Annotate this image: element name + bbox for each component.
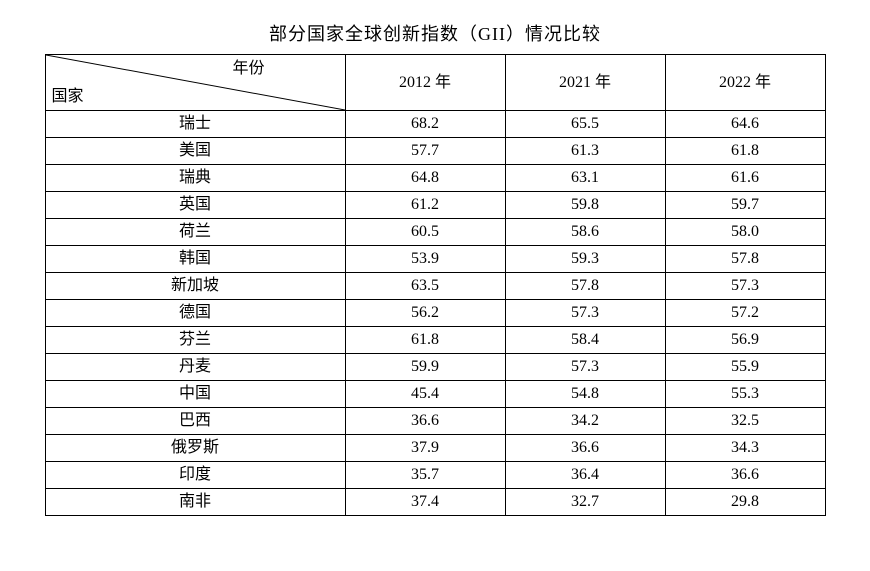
- table-row: 瑞士68.265.564.6: [45, 111, 825, 138]
- value-cell: 59.7: [665, 192, 825, 219]
- value-cell: 59.3: [505, 246, 665, 273]
- value-cell: 37.9: [345, 435, 505, 462]
- value-cell: 55.9: [665, 354, 825, 381]
- value-cell: 55.3: [665, 381, 825, 408]
- value-cell: 59.9: [345, 354, 505, 381]
- value-cell: 36.6: [345, 408, 505, 435]
- value-cell: 56.9: [665, 327, 825, 354]
- year-column-header: 2022 年: [665, 55, 825, 111]
- table-title: 部分国家全球创新指数（GII）情况比较: [40, 20, 830, 46]
- value-cell: 53.9: [345, 246, 505, 273]
- country-cell: 韩国: [45, 246, 345, 273]
- value-cell: 63.5: [345, 273, 505, 300]
- country-cell: 新加坡: [45, 273, 345, 300]
- country-cell: 英国: [45, 192, 345, 219]
- table-row: 俄罗斯37.936.634.3: [45, 435, 825, 462]
- country-cell: 印度: [45, 462, 345, 489]
- table-row: 中国45.454.855.3: [45, 381, 825, 408]
- value-cell: 64.8: [345, 165, 505, 192]
- value-cell: 57.7: [345, 138, 505, 165]
- header-row: 年份 国家 2012 年 2021 年 2022 年: [45, 55, 825, 111]
- value-cell: 29.8: [665, 489, 825, 516]
- country-cell: 丹麦: [45, 354, 345, 381]
- country-cell: 德国: [45, 300, 345, 327]
- table-row: 印度35.736.436.6: [45, 462, 825, 489]
- country-cell: 瑞典: [45, 165, 345, 192]
- table-header: 年份 国家 2012 年 2021 年 2022 年: [45, 55, 825, 111]
- value-cell: 32.7: [505, 489, 665, 516]
- country-cell: 瑞士: [45, 111, 345, 138]
- table-row: 德国56.257.357.2: [45, 300, 825, 327]
- value-cell: 32.5: [665, 408, 825, 435]
- value-cell: 57.2: [665, 300, 825, 327]
- table-row: 芬兰61.858.456.9: [45, 327, 825, 354]
- value-cell: 68.2: [345, 111, 505, 138]
- value-cell: 56.2: [345, 300, 505, 327]
- year-column-header: 2021 年: [505, 55, 665, 111]
- value-cell: 34.2: [505, 408, 665, 435]
- value-cell: 64.6: [665, 111, 825, 138]
- value-cell: 60.5: [345, 219, 505, 246]
- country-cell: 中国: [45, 381, 345, 408]
- value-cell: 58.4: [505, 327, 665, 354]
- value-cell: 57.3: [665, 273, 825, 300]
- value-cell: 61.6: [665, 165, 825, 192]
- diagonal-line-icon: [46, 55, 345, 110]
- table-row: 巴西36.634.232.5: [45, 408, 825, 435]
- country-cell: 荷兰: [45, 219, 345, 246]
- value-cell: 65.5: [505, 111, 665, 138]
- value-cell: 61.8: [345, 327, 505, 354]
- country-cell: 俄罗斯: [45, 435, 345, 462]
- value-cell: 36.6: [505, 435, 665, 462]
- value-cell: 59.8: [505, 192, 665, 219]
- value-cell: 57.3: [505, 354, 665, 381]
- table-row: 新加坡63.557.857.3: [45, 273, 825, 300]
- value-cell: 61.2: [345, 192, 505, 219]
- country-cell: 南非: [45, 489, 345, 516]
- value-cell: 58.0: [665, 219, 825, 246]
- value-cell: 58.6: [505, 219, 665, 246]
- value-cell: 57.3: [505, 300, 665, 327]
- gii-table: 年份 国家 2012 年 2021 年 2022 年 瑞士68.265.564.…: [45, 54, 826, 516]
- country-cell: 美国: [45, 138, 345, 165]
- table-row: 南非37.432.729.8: [45, 489, 825, 516]
- table-row: 荷兰60.558.658.0: [45, 219, 825, 246]
- value-cell: 35.7: [345, 462, 505, 489]
- value-cell: 54.8: [505, 381, 665, 408]
- value-cell: 34.3: [665, 435, 825, 462]
- year-column-header: 2012 年: [345, 55, 505, 111]
- table-row: 美国57.761.361.8: [45, 138, 825, 165]
- value-cell: 57.8: [665, 246, 825, 273]
- value-cell: 36.4: [505, 462, 665, 489]
- header-country-label: 国家: [52, 87, 84, 106]
- value-cell: 61.3: [505, 138, 665, 165]
- diagonal-header-cell: 年份 国家: [45, 55, 345, 111]
- value-cell: 36.6: [665, 462, 825, 489]
- table-row: 韩国53.959.357.8: [45, 246, 825, 273]
- value-cell: 61.8: [665, 138, 825, 165]
- value-cell: 57.8: [505, 273, 665, 300]
- value-cell: 37.4: [345, 489, 505, 516]
- table-row: 丹麦59.957.355.9: [45, 354, 825, 381]
- table-row: 英国61.259.859.7: [45, 192, 825, 219]
- table-body: 瑞士68.265.564.6美国57.761.361.8瑞典64.863.161…: [45, 111, 825, 516]
- value-cell: 63.1: [505, 165, 665, 192]
- value-cell: 45.4: [345, 381, 505, 408]
- country-cell: 芬兰: [45, 327, 345, 354]
- header-year-label: 年份: [232, 59, 264, 78]
- table-row: 瑞典64.863.161.6: [45, 165, 825, 192]
- country-cell: 巴西: [45, 408, 345, 435]
